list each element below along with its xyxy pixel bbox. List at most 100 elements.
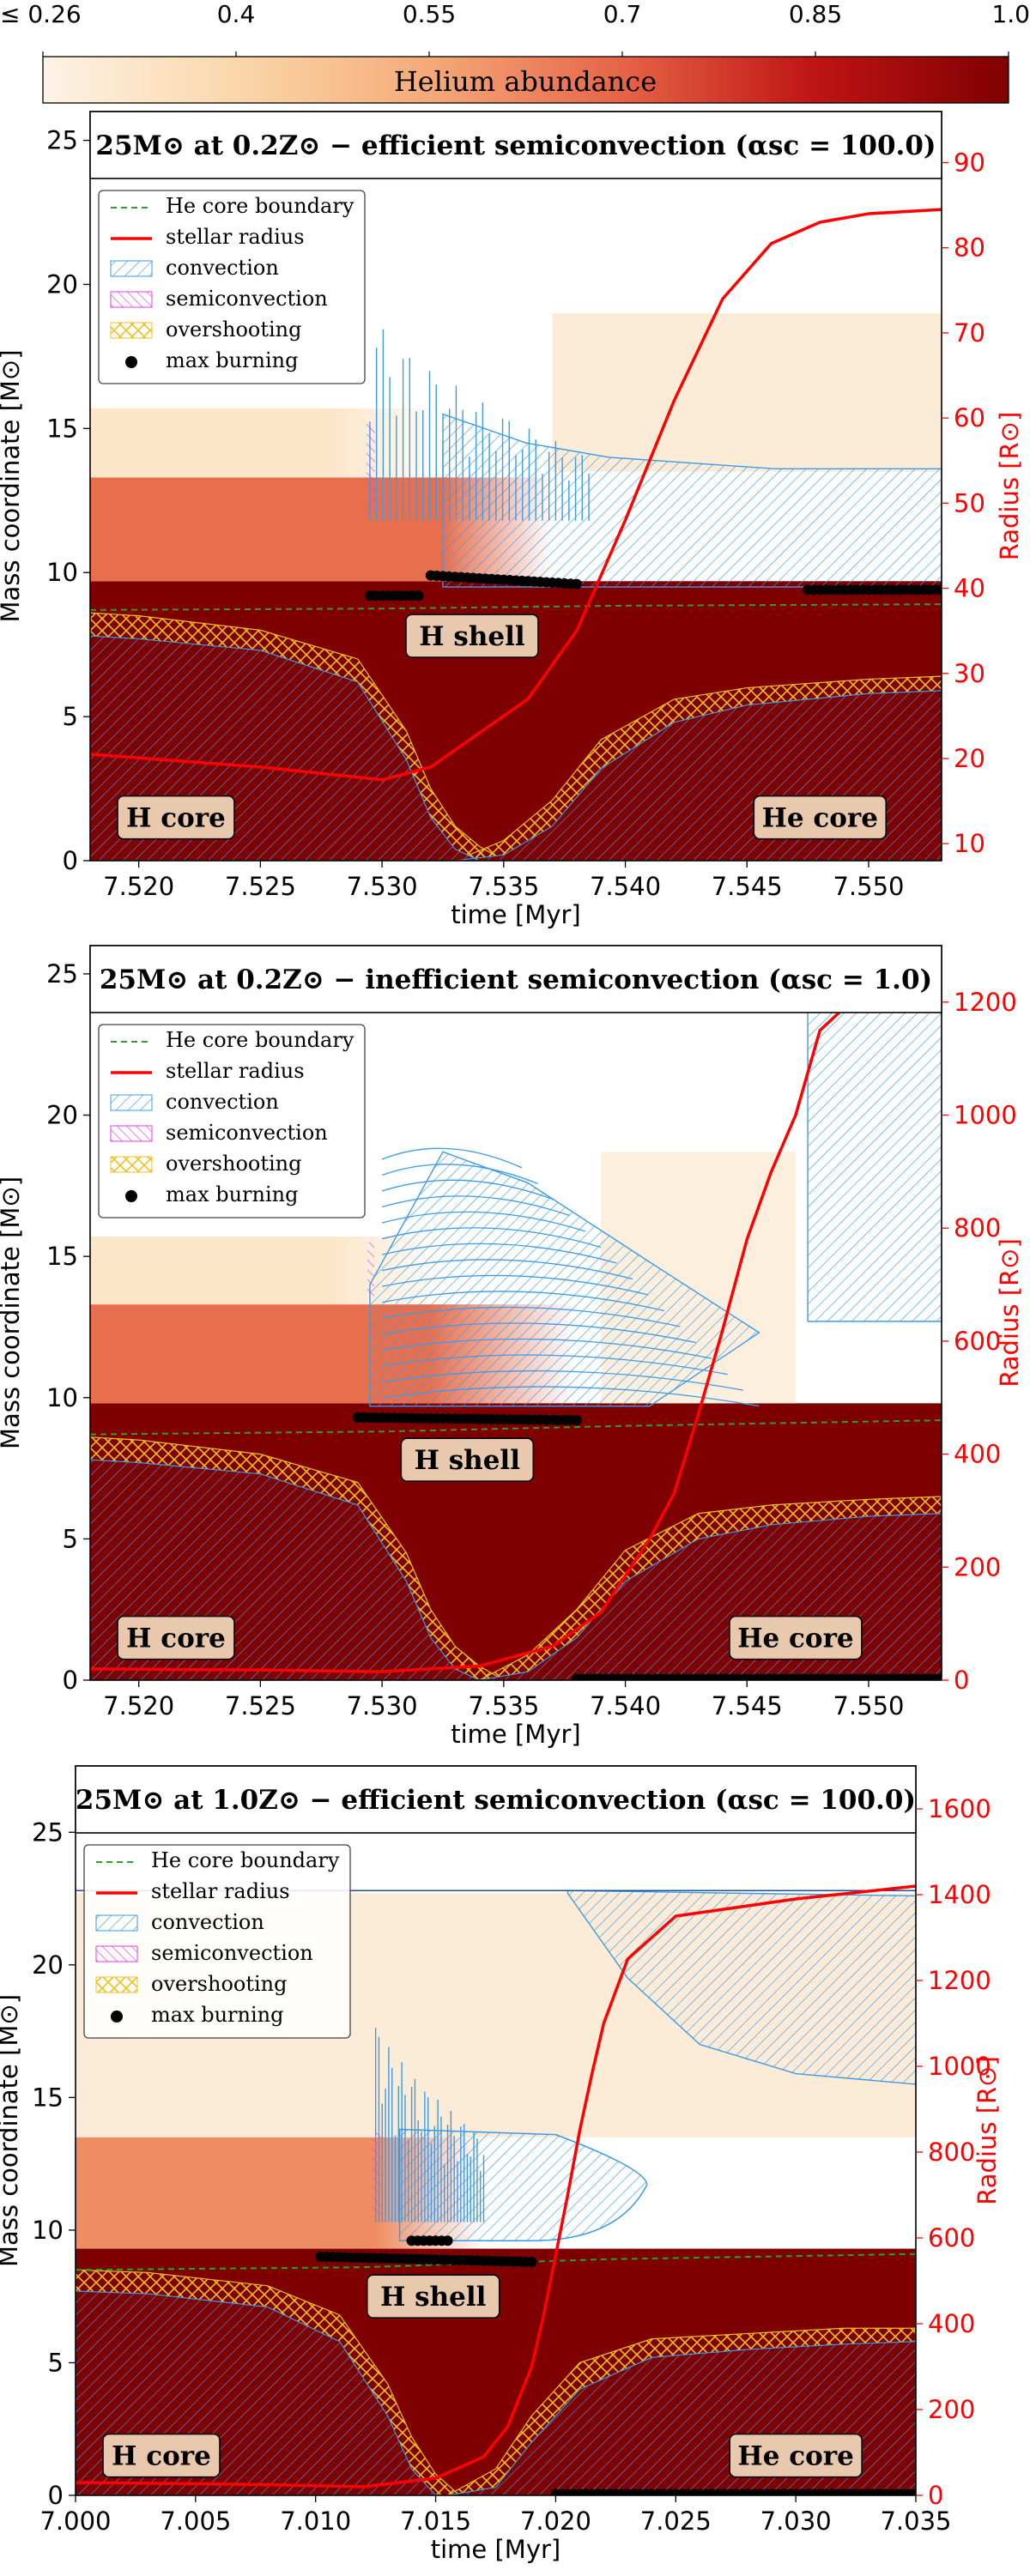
y-tick-label: 10 [32, 2216, 64, 2245]
legend-swatch-max-burning [111, 2011, 123, 2023]
semiconvection-patch [372, 2132, 381, 2217]
y-right-tick-label: 200 [954, 1552, 1001, 1581]
y-tick-label: 5 [48, 2348, 64, 2377]
legend-label: semiconvection [166, 1121, 328, 1145]
x-tick-label: 7.535 [468, 872, 539, 901]
h-shell-label-box [366, 2274, 500, 2319]
left-axis: 0 5 10 15 20 25 [46, 959, 90, 1695]
x-axis-label: time [Myr] [451, 1720, 580, 1749]
y-right-tick-label: 1000 [954, 1101, 1017, 1130]
x-axis: 7.000 7.005 7.010 7.015 7.020 7.025 7.030 7.035 [39, 2495, 952, 2536]
y-right-tick-label: 0 [928, 2481, 943, 2510]
h-core-label: H core [112, 2441, 211, 2472]
colorbar-tick-label: 1.0 [991, 0, 1030, 28]
x-tick-label: 7.010 [280, 2506, 351, 2536]
h-shell-label-box [400, 1437, 535, 1482]
legend-label: He core boundary [166, 194, 354, 218]
y-right-tick-label: 800 [954, 1213, 1001, 1243]
envelope-convection [807, 987, 942, 1322]
legend-label: semiconvection [151, 1941, 313, 1965]
max-burning-point [911, 2488, 916, 2495]
title-box [75, 1765, 917, 1834]
y-tick-label: 5 [63, 702, 78, 731]
intermediate-convection-loop [398, 2128, 648, 2242]
legend-box [98, 1024, 366, 1218]
h-core-label: H core [126, 803, 226, 834]
semiconvection-patch [367, 1242, 374, 1297]
intermediate-convection-spikes [366, 329, 590, 521]
x-tick-label: 7.535 [468, 1691, 539, 1720]
stellar-radius-line [76, 1884, 916, 2488]
colorbar-tick-label: 0.85 [789, 0, 842, 28]
x-tick-label: 7.545 [712, 1691, 783, 1720]
legend-label: max burning [166, 348, 298, 372]
colorbar-ticks: ≤ 0.26 0.4 0.55 0.7 0.85 1.0 [0, 0, 1030, 57]
legend-label: He core boundary [151, 1848, 340, 1872]
fan-line [382, 1386, 760, 1407]
fan-line [381, 1243, 617, 1264]
y-axis-label: Mass coordinate [M⊙] [0, 1176, 25, 1449]
x-tick-label: 7.550 [833, 872, 904, 901]
max-burning-point [526, 2257, 537, 2267]
x-tick-label: 7.525 [225, 1691, 296, 1720]
colorbar-tick-label: 0.55 [403, 0, 456, 28]
max-burning-point [936, 584, 942, 596]
panel-efficient-semiconvection-0.2Z: 25M⊙ at 0.2Z⊙ − efficient semiconvection… [0, 111, 1024, 929]
fan-line [381, 1211, 585, 1232]
stellar-radius-line [90, 983, 942, 1673]
y-tick-label: 25 [46, 959, 78, 989]
y-tick-label: 5 [63, 1524, 78, 1553]
fan-line [381, 1195, 570, 1217]
legend-label: stellar radius [166, 1059, 305, 1083]
x-tick-label: 7.035 [880, 2506, 951, 2536]
y-right-tick-label: 1200 [928, 1966, 991, 1995]
legend: He core boundary stellar radius convection… [83, 1844, 351, 2039]
intermediate-convection-fan [367, 1147, 760, 1407]
x-axis: 7.520 7.525 7.530 7.535 7.540 7.545 7.550 [103, 1680, 904, 1720]
legend-label: overshooting [166, 317, 302, 342]
colorbar-gradient [42, 56, 1009, 104]
x-tick-label: 7.005 [160, 2506, 231, 2536]
legend-swatch-overshooting [110, 1156, 153, 1173]
y-right-tick-label: 1600 [928, 1794, 991, 1823]
title-box [89, 945, 942, 1013]
fan-line [381, 1291, 665, 1312]
legend-label: semiconvection [166, 287, 328, 311]
y-right-tick-label: 50 [954, 488, 985, 517]
fan-line [382, 1370, 744, 1391]
y-tick-label: 25 [32, 1817, 64, 1847]
legend-label: overshooting [166, 1152, 302, 1176]
y-tick-label: 15 [46, 414, 78, 443]
h-core-label-box [102, 2433, 221, 2478]
x-axis-label: time [Myr] [451, 900, 580, 929]
h-core-label: H core [126, 1624, 226, 1654]
legend-box [83, 1844, 351, 2039]
legend-label: stellar radius [151, 1879, 290, 1903]
y-right-tick-label: 1400 [928, 1880, 991, 1909]
panel-title: 25M⊙ at 1.0Z⊙ − efficient semiconvection… [76, 1785, 916, 1816]
y-right-tick-label: 400 [954, 1440, 1001, 1469]
panel-efficient-semiconvection-1.0Z: 25M⊙ at 1.0Z⊙ − efficient semiconvection… [0, 1765, 1002, 2564]
legend-swatch-convection [110, 1094, 153, 1111]
he-core-boundary-line [76, 2252, 916, 2271]
y-tick-label: 20 [46, 269, 78, 299]
y-right-tick-label: 1000 [928, 2052, 991, 2081]
he-core-label-box [753, 795, 888, 840]
y-right-axis-label: Radius [R⊙] [995, 1238, 1024, 1388]
fan-line [381, 1227, 602, 1249]
stellar-radius-line [90, 208, 942, 782]
y-tick-label: 15 [46, 1242, 78, 1271]
legend-swatch-semiconvection [110, 291, 153, 308]
fan-line [382, 1306, 681, 1327]
legend-label: max burning [151, 2003, 283, 2027]
y-tick-label: 0 [63, 846, 78, 875]
fan-line [382, 1338, 712, 1359]
x-tick-label: 7.525 [225, 872, 296, 901]
h-shell-label: H shell [415, 1445, 520, 1476]
y-right-tick-label: 80 [954, 233, 985, 263]
he-core-boundary-line [90, 603, 942, 611]
h-shell-label-box [405, 614, 539, 658]
he-core-label-box [729, 2433, 863, 2478]
max-burning-point [571, 578, 582, 590]
x-tick-label: 7.000 [39, 2506, 111, 2536]
